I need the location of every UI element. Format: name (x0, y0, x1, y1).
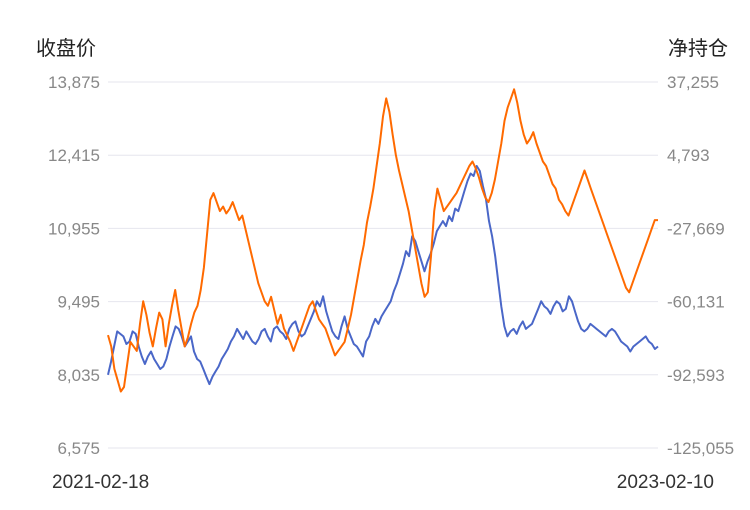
x-axis-start-label: 2021-02-18 (52, 472, 149, 493)
closing-price-line (107, 165, 659, 386)
left-axis-ticks: 13,875 12,415 10,955 9,495 8,035 6,575 (48, 73, 100, 458)
net-position-line (107, 88, 658, 393)
right-tick-label: -125,055 (667, 439, 734, 458)
left-tick-label: 10,955 (48, 219, 100, 238)
right-tick-label: -92,593 (667, 366, 725, 385)
left-tick-label: 8,035 (57, 366, 100, 385)
right-axis-title: 净持仓 (668, 37, 728, 60)
left-tick-label: 12,415 (48, 146, 100, 165)
right-tick-label: -27,669 (667, 219, 725, 238)
left-tick-label: 6,575 (57, 439, 100, 458)
left-tick-label: 9,495 (57, 293, 100, 312)
left-axis-title: 收盘价 (36, 37, 96, 60)
series-lines (107, 88, 659, 393)
x-axis-end-label: 2023-02-10 (617, 472, 714, 493)
right-tick-label: 37,255 (667, 73, 719, 92)
right-tick-label: 4,793 (667, 146, 710, 165)
right-axis-ticks: 37,255 4,793 -27,669 -60,131 -92,593 -125,055 (667, 73, 734, 458)
right-tick-label: -60,131 (667, 293, 725, 312)
left-tick-label: 13,875 (48, 73, 100, 92)
gridlines (108, 81, 658, 449)
